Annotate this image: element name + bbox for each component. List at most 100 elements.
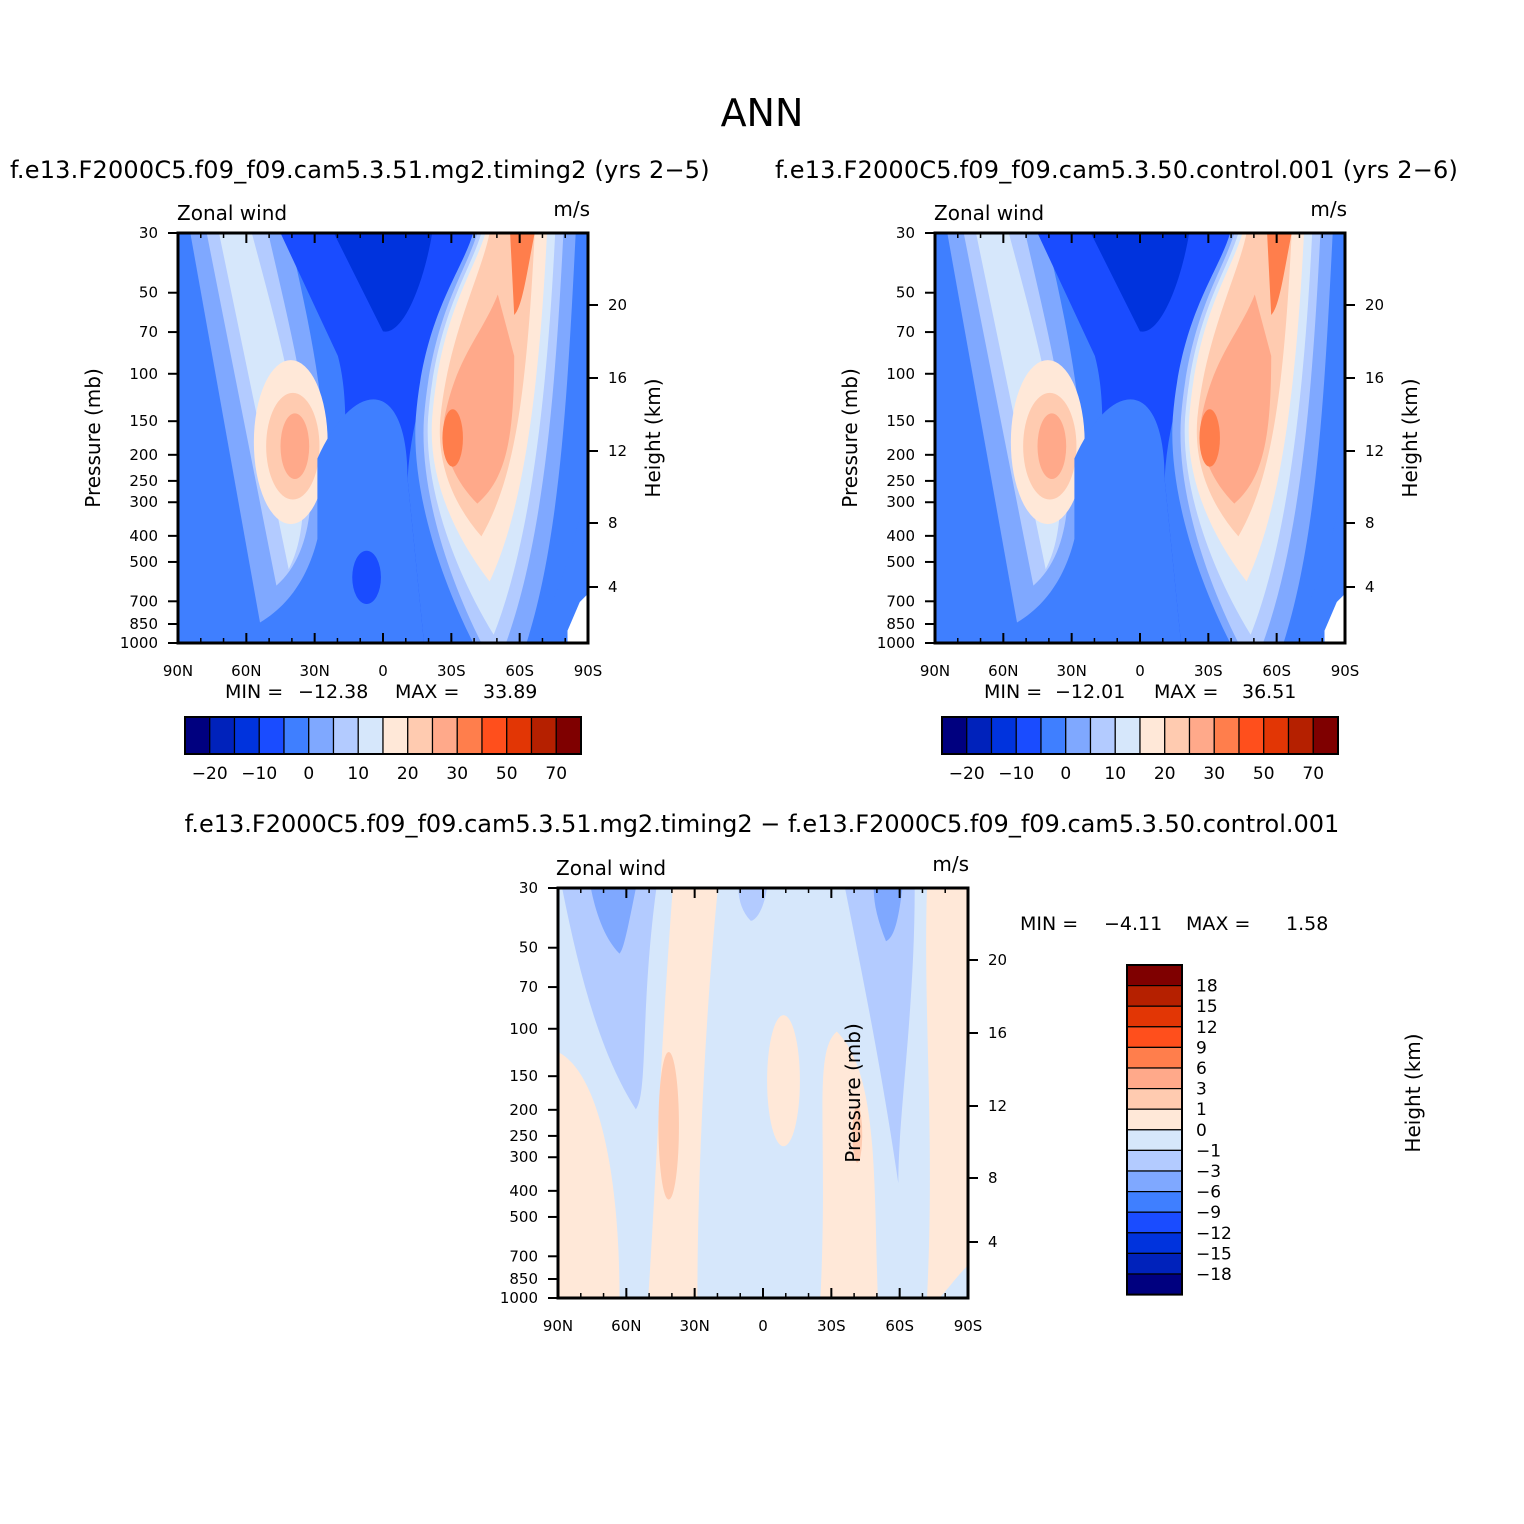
case2-ylabel: Pressure (mb): [838, 368, 862, 508]
case1-band: [352, 550, 381, 605]
case1-ytick-label: 30: [139, 224, 158, 242]
diff-ylabel-right: Height (km): [1401, 1033, 1425, 1152]
case2-ytick-label: 300: [886, 493, 915, 511]
case1-band: [510, 233, 535, 315]
case2-ytick-label: 30: [896, 224, 915, 242]
case1-ytick-right-label: 8: [608, 514, 618, 532]
case2-plot: Zonal wind m/s 90N 60N 30N 0 30S 60S 90S 30 50 70…: [838, 197, 1422, 784]
diff-ytick-label: 500: [509, 1208, 538, 1226]
diff-colorbar-box: [1126, 1191, 1183, 1213]
case1-colorbar-label: −20: [192, 764, 228, 784]
diff-ytick-label: 150: [509, 1067, 538, 1085]
case2-ytick-label: 850: [886, 615, 915, 633]
case2-ytick-right-label: 4: [1365, 578, 1375, 596]
case2-colorbar-box: [1089, 716, 1116, 755]
case2-colorbar-box: [1164, 716, 1191, 755]
case1-xtick-label: 90N: [163, 662, 193, 680]
case2-colorbar-label: 10: [1104, 764, 1126, 784]
case2-colorbar-box: [1065, 716, 1092, 755]
case1-colorbar-box: [506, 716, 533, 755]
case2-colorbar-box: [1040, 716, 1067, 755]
case1-max-label: MAX =: [395, 681, 459, 703]
diff-xtick-label: 90N: [543, 1317, 573, 1335]
case2-ytick-label: 400: [886, 527, 915, 545]
diff-xtick-label: 90S: [954, 1317, 983, 1335]
case2-xtick-label: 90N: [920, 662, 950, 680]
case2-colorbar-box: [1139, 716, 1166, 755]
diff-panel: Zonal wind m/s 90N 60N 30N 0 30S 60S 90S 30 50 70…: [380, 845, 1425, 1355]
case2-title: f.e13.F2000C5.f09_f09.cam5.3.50.control.…: [775, 156, 1459, 184]
case1-plot: Zonal wind m/s 90N 60N 30N 0 30S 60S 90S 30 50 70…: [81, 197, 665, 784]
diff-colorbar-label: −18: [1196, 1265, 1232, 1285]
case1-panel: Zonal wind m/s 90N 60N 30N 0 30S 60S 90S 30 50 70…: [0, 190, 760, 790]
case1-ytick-label: 700: [129, 592, 158, 610]
diff-xtick-label: 30N: [680, 1317, 710, 1335]
case2-ytick-right-label: 12: [1365, 442, 1384, 460]
diff-colorbar-frame: [1126, 964, 1183, 1296]
diff-band: [820, 1031, 878, 1298]
diff-colorbar-box: [1126, 1108, 1183, 1131]
case1-colorbar-box: [184, 716, 211, 755]
case2-colorbar-box: [1312, 716, 1339, 755]
case2-xtick-label: 90S: [1331, 662, 1360, 680]
case2-ytick-label: 50: [896, 284, 915, 302]
case2-colorbar-label: 0: [1060, 764, 1071, 784]
diff-ytick-label: 1000: [500, 1289, 538, 1307]
diff-ytick-right-label: 8: [988, 1169, 998, 1187]
diff-ytick-label: 250: [509, 1127, 538, 1145]
case1-colorbar-box: [332, 716, 359, 755]
case2-colorbar-frame: [941, 716, 1339, 755]
case1-colorbar-box: [283, 716, 310, 755]
case2-colorbar-box: [1188, 716, 1215, 755]
diff-colorbar-label: 9: [1196, 1038, 1207, 1058]
diff-colorbar-label: 3: [1196, 1080, 1207, 1100]
case2-ytick-label: 150: [886, 412, 915, 430]
case1-ytick-right-label: 20: [608, 296, 627, 314]
case2-band: [1324, 593, 1345, 643]
case2-colorbar-box: [1015, 716, 1042, 755]
case2-min-label: MIN =: [984, 681, 1042, 703]
diff-ytick-label: 400: [509, 1182, 538, 1200]
diff-colorbar-label: 1: [1196, 1100, 1207, 1120]
diff-colorbar-label: 12: [1196, 1018, 1218, 1038]
case2-xtick-label: 30S: [1194, 662, 1223, 680]
case2-ytick-right-label: 8: [1365, 514, 1375, 532]
case1-colorbar-box: [258, 716, 285, 755]
case1-xtick-label: 0: [378, 662, 388, 680]
diff-max-value: 1.58: [1286, 913, 1328, 935]
diff-band: [852, 1105, 863, 1163]
diff-max-label: MAX =: [1186, 913, 1250, 935]
diff-ytick-right-label: 16: [988, 1024, 1007, 1042]
case1-colorbar-label: 30: [446, 764, 468, 784]
case2-colorbar-box: [1114, 716, 1141, 755]
diff-colorbar-box: [1126, 1273, 1183, 1296]
case2-colorbar-box: [941, 716, 968, 755]
case1-band: [333, 233, 433, 332]
case2-ytick-right-label: 20: [1365, 296, 1384, 314]
figure-title: ANN: [720, 91, 804, 135]
case2-colorbar-box: [1287, 716, 1314, 755]
case2-ytick-label: 500: [886, 553, 915, 571]
diff-band: [845, 888, 915, 1184]
diff-colorbar-label: −15: [1196, 1244, 1232, 1264]
case2-colorbar-label: −20: [949, 764, 985, 784]
case2-colorbar-box: [1213, 716, 1240, 755]
case2-colorbar-label: −10: [998, 764, 1034, 784]
case1-colorbar-box: [407, 716, 434, 755]
case2-colorbar-label: 70: [1302, 764, 1324, 784]
case2-colorbar-label: 50: [1253, 764, 1275, 784]
diff-band: [590, 888, 636, 954]
case1-colorbar-label: 0: [303, 764, 314, 784]
diff-colorbar-label: −12: [1196, 1224, 1232, 1244]
case2-band: [1090, 233, 1190, 332]
diff-colorbar-label: −6: [1196, 1183, 1221, 1203]
diff-min-label: MIN =: [1020, 913, 1078, 935]
case1-colorbar-label: 10: [347, 764, 369, 784]
case1-ytick-label: 50: [139, 284, 158, 302]
diff-ytick-label: 700: [509, 1247, 538, 1265]
case1-colorbar-box: [382, 716, 409, 755]
diff-ytick-right-label: 12: [988, 1097, 1007, 1115]
diff-colorbar-box: [1126, 1129, 1183, 1151]
case1-xtick-label: 60N: [231, 662, 261, 680]
